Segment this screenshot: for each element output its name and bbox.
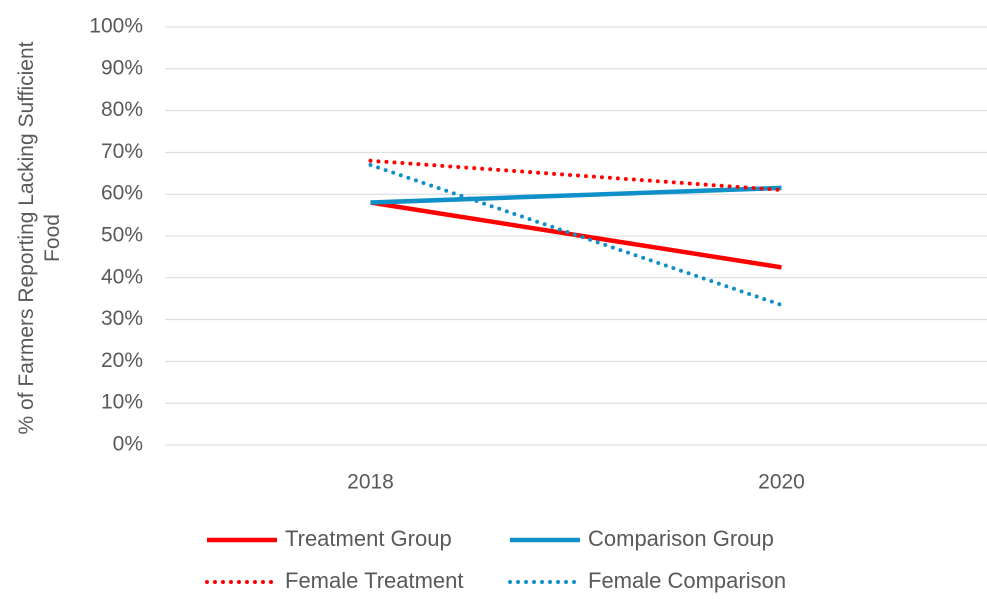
y-tick-label: 0%: [113, 433, 143, 456]
legend-label: Female Treatment: [285, 568, 464, 593]
series-line: [368, 158, 784, 193]
y-tick-label: 70%: [101, 140, 143, 163]
series-line: [370, 185, 782, 205]
x-tick-label: 2018: [347, 471, 394, 494]
y-tick-label: 100%: [89, 15, 143, 38]
y-tick-label: 10%: [101, 391, 143, 414]
legend-label: Female Comparison: [588, 568, 786, 593]
y-tick-label: 90%: [101, 56, 143, 79]
y-tick-label: 60%: [101, 182, 143, 205]
legend-label: Comparison Group: [588, 526, 774, 551]
y-tick-label: 40%: [101, 265, 143, 288]
x-tick-label: 2020: [758, 471, 805, 494]
y-tick-label: 80%: [101, 98, 143, 121]
y-tick-label: 20%: [101, 349, 143, 372]
y-tick-label: 30%: [101, 307, 143, 330]
legend-label: Treatment Group: [285, 526, 452, 551]
y-tick-label: 50%: [101, 224, 143, 247]
y-axis-label: % of Farmers Reporting Lacking Sufficien…: [15, 41, 64, 435]
series-line: [368, 162, 784, 307]
